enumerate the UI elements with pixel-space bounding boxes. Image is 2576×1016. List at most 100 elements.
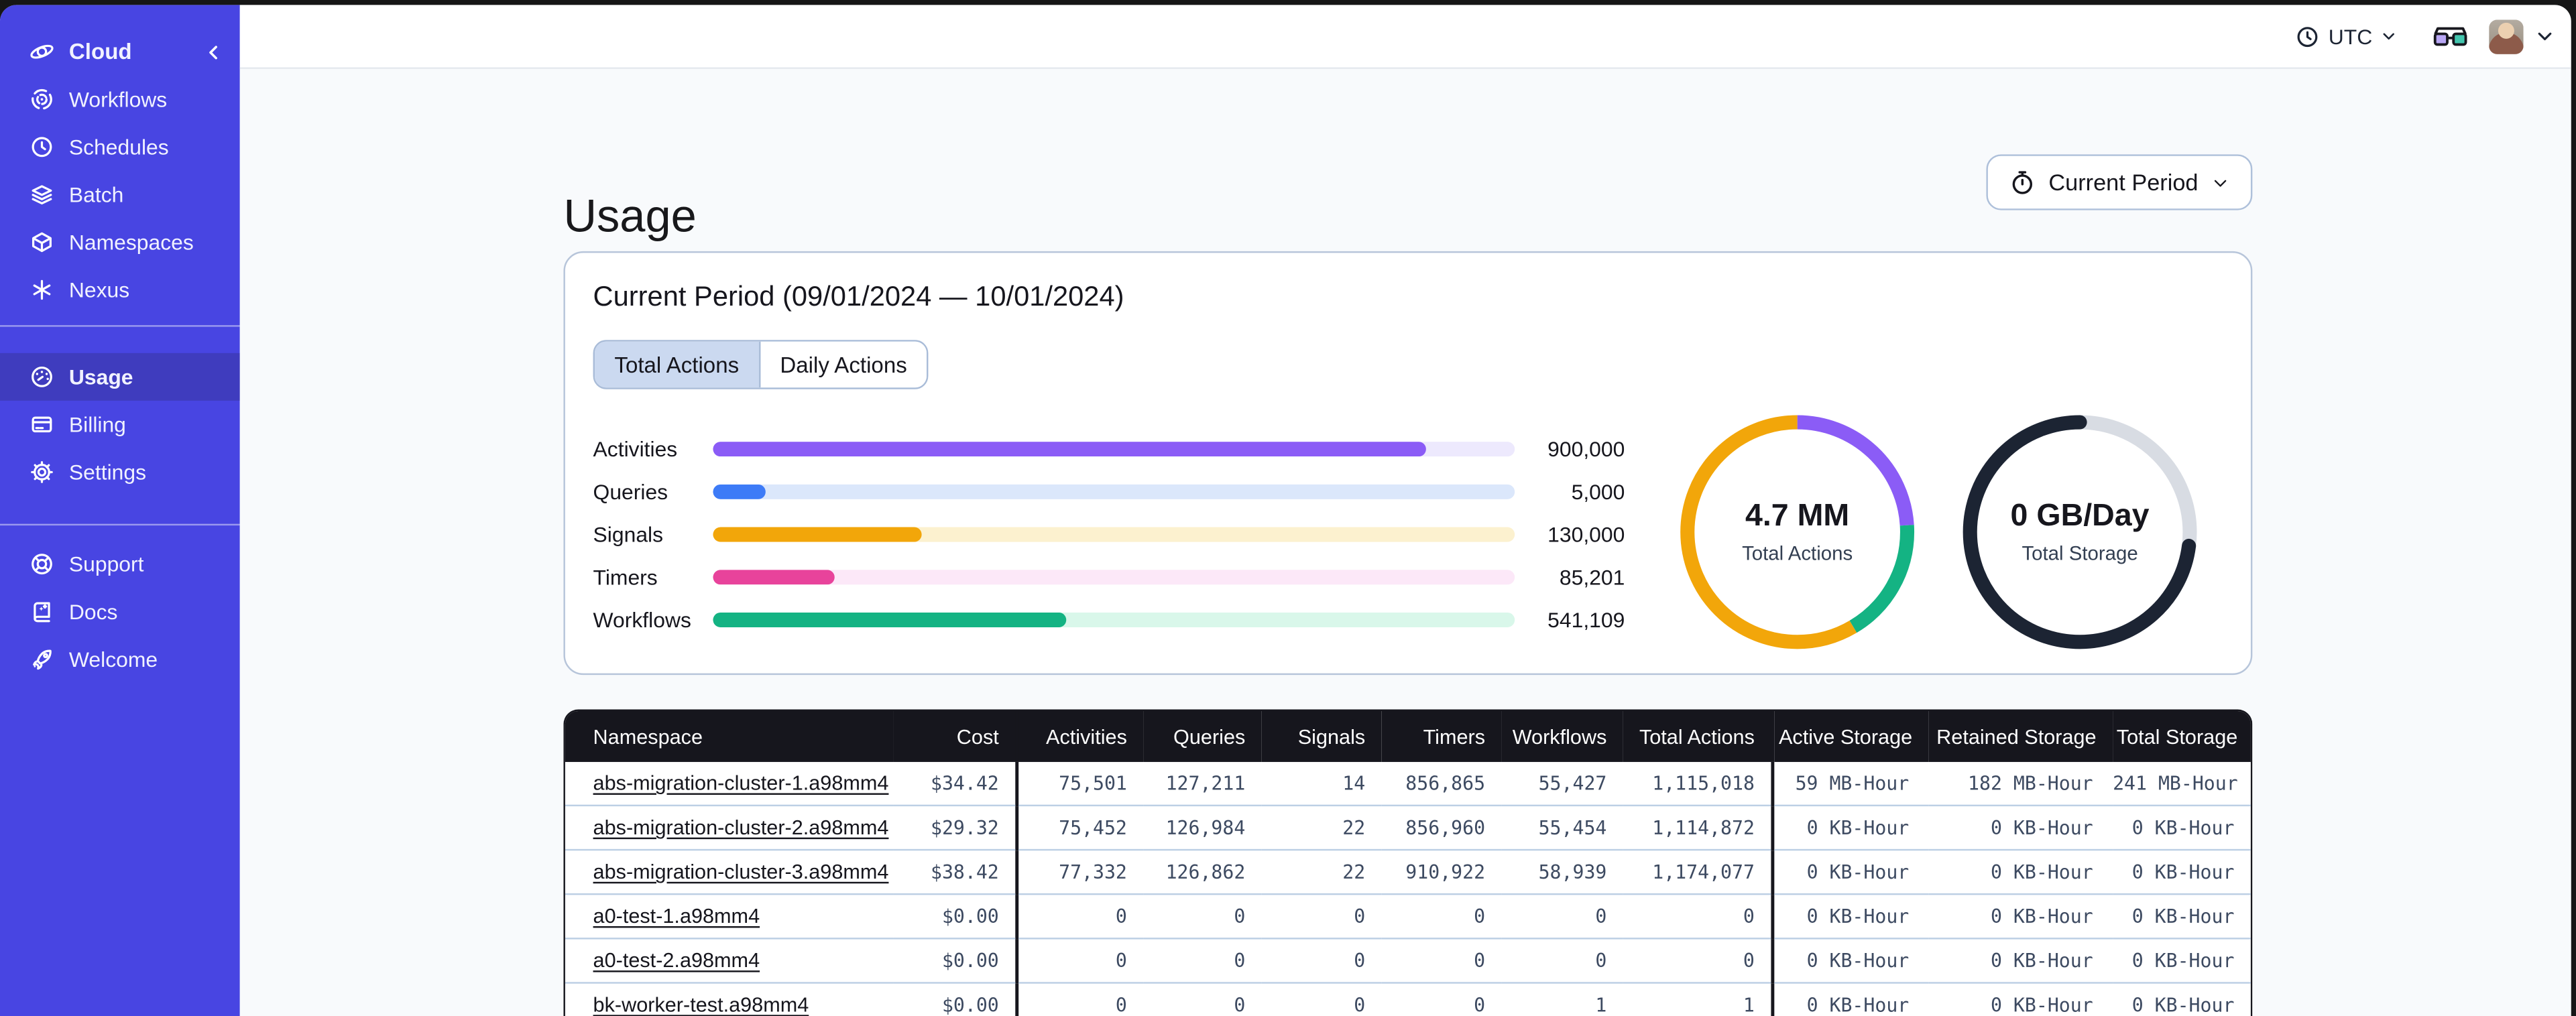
- column-header-signals: Signals: [1261, 710, 1382, 762]
- sidebar-item-workflows[interactable]: Workflows: [0, 76, 240, 123]
- table-cell: 0 KB-Hour: [2113, 982, 2251, 1016]
- period-button-label: Current Period: [2048, 169, 2199, 196]
- table-cell: $29.32: [893, 804, 1017, 850]
- table-cell: 0 KB-Hour: [1771, 804, 1929, 850]
- timezone-selector[interactable]: UTC: [2296, 23, 2397, 49]
- sidebar-brand-label: Cloud: [68, 39, 132, 64]
- sidebar-item-label: Usage: [68, 364, 133, 389]
- sidebar-item-nexus[interactable]: Nexus: [0, 266, 240, 314]
- table-cell: 856,960: [1381, 804, 1502, 850]
- support-lifebuoy-icon: [32, 554, 52, 575]
- namespace-link[interactable]: a0-test-1.a98mm4: [593, 905, 760, 928]
- table-cell: 0 KB-Hour: [1928, 938, 2113, 983]
- namespace-link[interactable]: a0-test-2.a98mm4: [593, 949, 760, 972]
- table-cell: 22: [1261, 804, 1382, 850]
- tab-total-actions[interactable]: Total Actions: [595, 341, 759, 388]
- sidebar-item-support[interactable]: Support: [0, 540, 240, 588]
- column-header-active-storage: Active Storage: [1771, 710, 1929, 762]
- table-row: a0-test-1.a98mm4 $0.00 0 0 0 0 0 0 0 KB-Hour 0 KB…: [565, 893, 2251, 939]
- table-cell: $34.42: [930, 771, 999, 795]
- namespace-cell: abs-migration-cluster-2.a98mm4: [565, 804, 894, 850]
- namespace-link[interactable]: bk-worker-test.a98mm4: [593, 993, 809, 1016]
- table-cell: 0 KB-Hour: [2113, 804, 2251, 850]
- namespace-cell: abs-migration-cluster-1.a98mm4: [565, 762, 894, 806]
- timezone-caret: [2380, 24, 2397, 49]
- welcome-rocket-icon: [33, 649, 52, 670]
- bar-label: Timers: [593, 564, 658, 589]
- donut-value: 4.7 MM: [1745, 499, 1850, 534]
- sidebar-item-schedules[interactable]: Schedules: [0, 123, 240, 171]
- nexus-icon: [33, 279, 51, 300]
- table-cell: 0: [1015, 938, 1144, 983]
- cloud-orbit-icon: [30, 44, 54, 59]
- namespace-link[interactable]: abs-migration-cluster-3.a98mm4: [593, 860, 889, 884]
- namespace-usage-table: Namespace Cost Activities Queries Signal…: [563, 709, 2253, 1016]
- chevron-down-icon: [2383, 32, 2394, 39]
- bar-fill: [713, 483, 766, 499]
- column-header-namespace: Namespace: [565, 710, 894, 762]
- tab-daily-actions[interactable]: Daily Actions: [758, 341, 927, 388]
- bar-label: Signals: [593, 521, 664, 546]
- namespace-link[interactable]: abs-migration-cluster-1.a98mm4: [593, 771, 889, 795]
- table-cell: 0: [1015, 893, 1144, 939]
- actions-bar-chart: Activities 900,000 Queries 5,000 Signals: [593, 427, 1625, 641]
- table-cell: 1: [1623, 982, 1773, 1016]
- usage-table-body: abs-migration-cluster-1.a98mm4 $34.42 75,5…: [565, 761, 2251, 1016]
- table-cell: 0 KB-Hour: [1928, 804, 2113, 850]
- period-selector-button[interactable]: Current Period: [1986, 154, 2253, 210]
- sidebar-item-settings[interactable]: Settings: [0, 448, 240, 496]
- table-cell: 55,427: [1538, 771, 1607, 795]
- sidebar-collapse-button[interactable]: [204, 42, 223, 61]
- user-avatar[interactable]: [2489, 19, 2524, 54]
- donut-center: 0 GB/Day Total Storage: [1955, 407, 2205, 657]
- settings-gear-icon: [31, 461, 53, 483]
- donut-ring: [1963, 415, 2197, 649]
- user-menu-button[interactable]: [2535, 26, 2555, 46]
- bar-row-signals: Signals 130,000: [593, 512, 1625, 555]
- table-cell: 22: [1261, 848, 1382, 895]
- sidebar-item-welcome[interactable]: Welcome: [0, 635, 240, 683]
- donut-segment: [1963, 415, 2197, 649]
- namespaces-icon: [32, 232, 52, 253]
- bar-track: [713, 440, 1515, 456]
- bar-row-activities: Activities 900,000: [593, 427, 1625, 470]
- table-header-row: Namespace Cost Activities Queries Signal…: [565, 710, 2251, 762]
- table-cell: $0.00: [893, 938, 1017, 983]
- chevron-left-icon: [209, 45, 217, 59]
- table-cell: 0: [1261, 982, 1382, 1016]
- table-cell: 0: [1381, 982, 1502, 1016]
- namespace-link[interactable]: abs-migration-cluster-2.a98mm4: [593, 816, 889, 840]
- table-cell: 1,115,018: [1652, 771, 1755, 795]
- table-cell: 1: [1501, 982, 1623, 1016]
- sidebar-item-docs[interactable]: Docs: [0, 588, 240, 635]
- table-cell: 1,114,872: [1623, 804, 1773, 850]
- sidebar-item-billing[interactable]: Billing: [0, 401, 240, 448]
- current-period-card: Current Period (09/01/2024 — 10/01/2024)…: [563, 251, 2253, 676]
- sidebar-item-batch[interactable]: Batch: [0, 171, 240, 218]
- bar-value: 5,000: [1571, 479, 1625, 504]
- table-cell: 182 MB-Hour: [1968, 771, 2093, 795]
- table-cell: 55,454: [1501, 804, 1623, 850]
- 3d-glasses-button[interactable]: [2433, 24, 2467, 49]
- bar-track: [713, 611, 1515, 627]
- sidebar-item-label: Schedules: [68, 134, 169, 160]
- table-cell: 77,332: [1015, 848, 1144, 895]
- sidebar-item-usage[interactable]: Usage: [0, 353, 240, 401]
- content-column: UTC: [239, 5, 2571, 1016]
- bar-track: [713, 569, 1515, 584]
- sidebar-item-label: Workflows: [68, 86, 168, 112]
- bar-value: 900,000: [1547, 436, 1625, 461]
- table-cell: 0 KB-Hour: [1928, 848, 2113, 895]
- table-cell: 0 KB-Hour: [1771, 848, 1929, 895]
- table-cell: 910,922: [1381, 848, 1502, 895]
- timezone-label: UTC: [2328, 23, 2373, 49]
- table-cell: $0.00: [893, 982, 1017, 1016]
- namespace-cell: abs-migration-cluster-3.a98mm4: [565, 848, 894, 895]
- donut-label: Total Storage: [2022, 542, 2138, 565]
- table-cell: $0.00: [893, 893, 1017, 939]
- table-row: a0-test-2.a98mm4 $0.00 0 0 0 0 0 0 0 KB-Hour 0 KB…: [565, 938, 2251, 983]
- table-cell: 127,211: [1165, 771, 1246, 795]
- table-cell: 126,862: [1143, 848, 1262, 895]
- sidebar-item-namespaces[interactable]: Namespaces: [0, 218, 240, 266]
- sidebar-brand-cloud[interactable]: Cloud: [0, 28, 240, 76]
